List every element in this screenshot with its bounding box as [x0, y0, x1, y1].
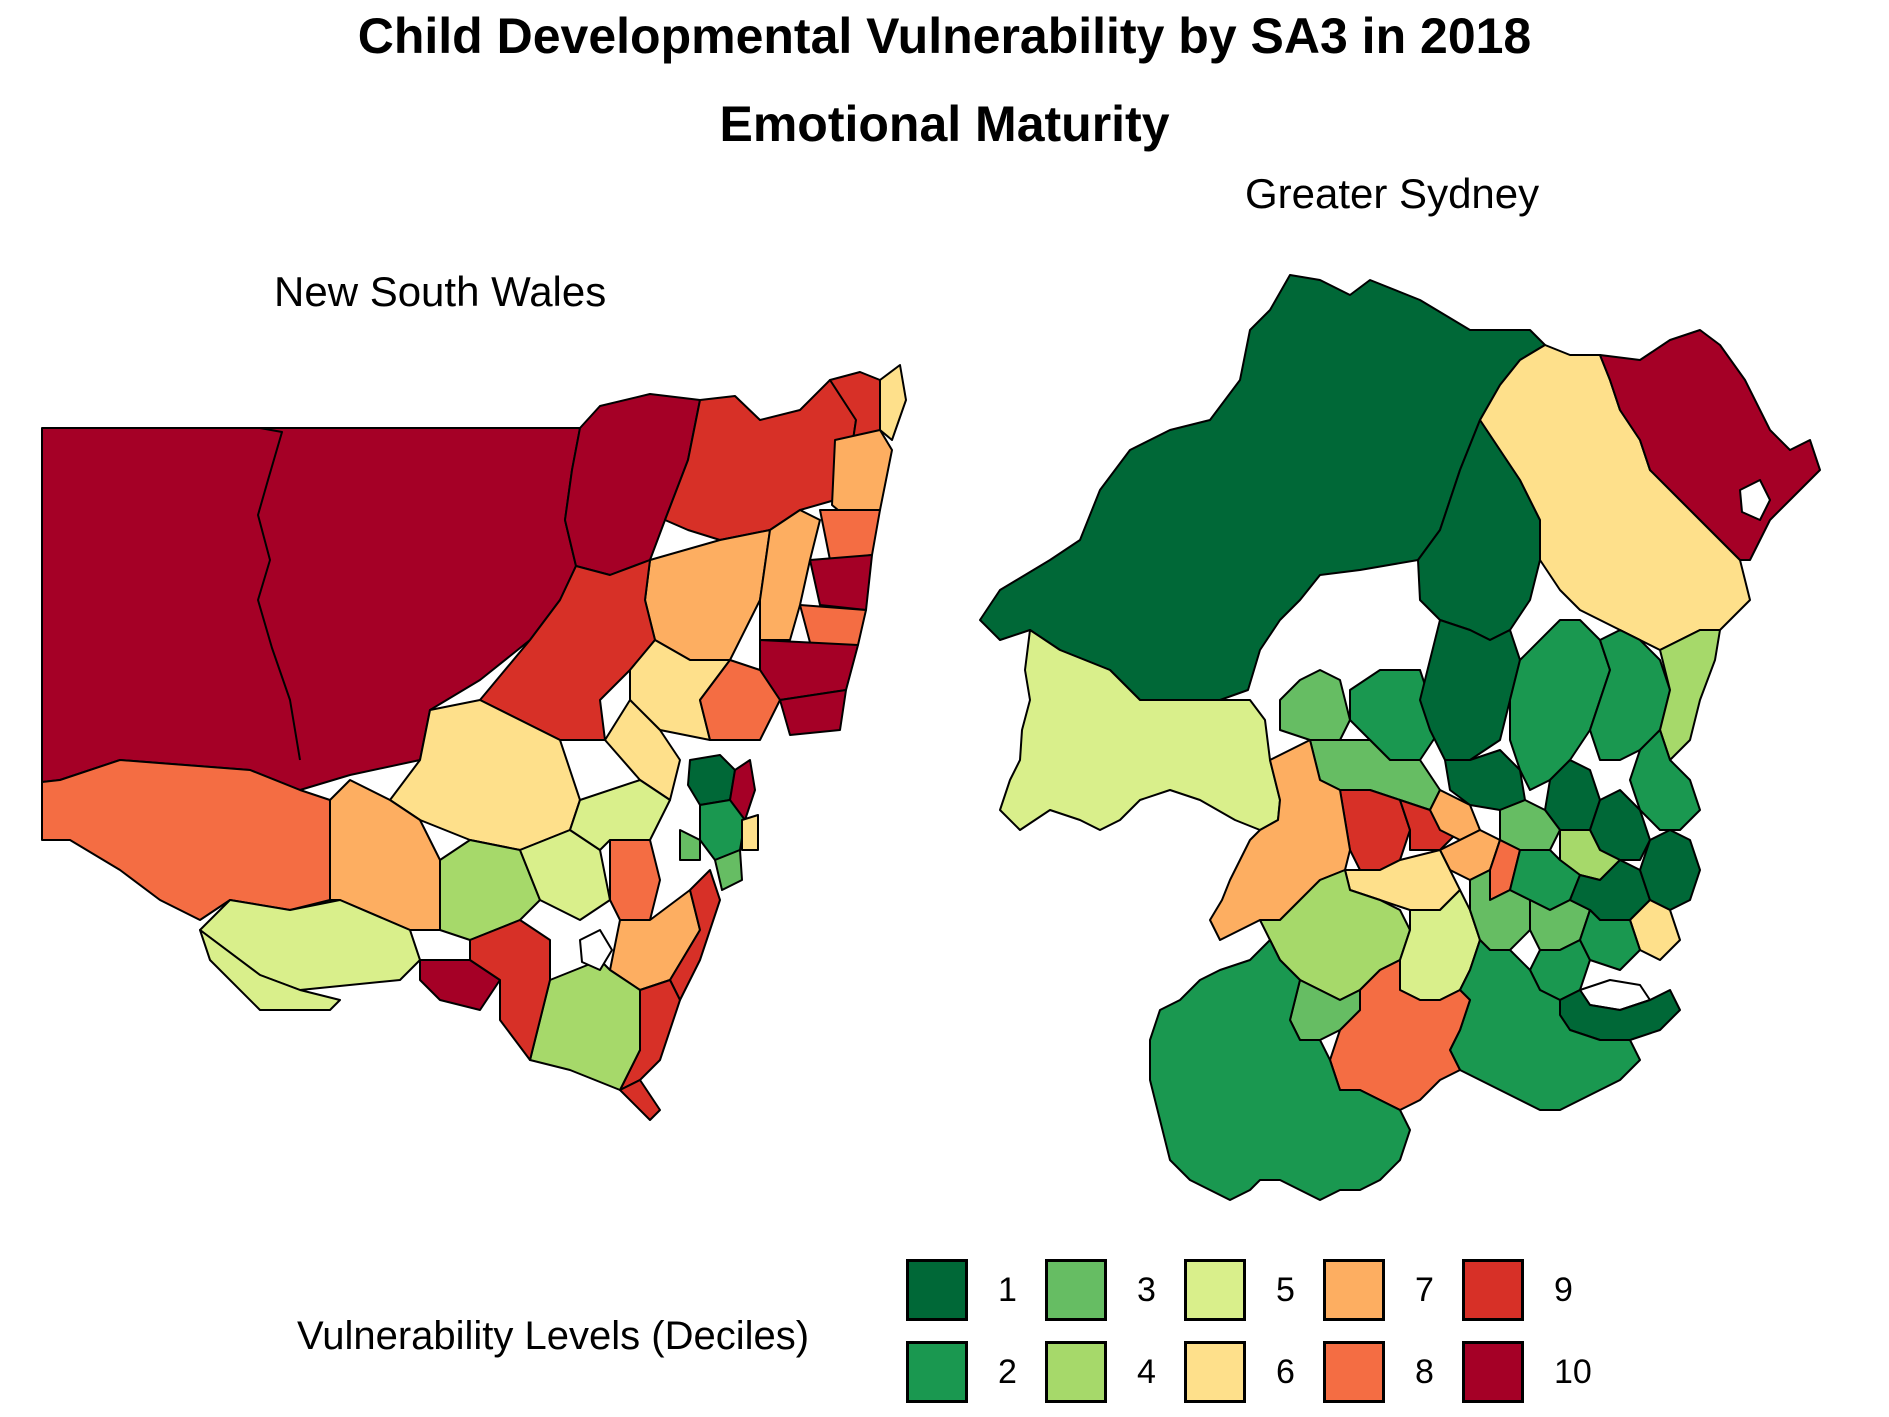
- sa3-region: [644, 529, 771, 661]
- sa3-region: [479, 559, 656, 741]
- sa3-region: [679, 829, 701, 861]
- sa3-region: [669, 869, 721, 1001]
- legend-label-10: 10: [1554, 1353, 1592, 1391]
- legend-swatch-3: [1045, 1259, 1107, 1321]
- legend-label-3: 3: [1137, 1271, 1156, 1309]
- legend-label-1: 1: [998, 1271, 1017, 1309]
- legend: 1 2 3 4 5 6 7 8 9 10: [906, 1259, 1626, 1409]
- sa3-region: [41, 759, 331, 921]
- legend-swatch-9: [1462, 1259, 1524, 1321]
- sa3-region: [979, 274, 1546, 701]
- legend-label-4: 4: [1137, 1353, 1156, 1391]
- sa3-region: [687, 754, 736, 806]
- sa3-region: [1509, 619, 1611, 791]
- sa3-region: [469, 919, 551, 1061]
- legend-label-7: 7: [1415, 1271, 1434, 1309]
- sa3-region: [1639, 829, 1701, 911]
- sa3-region: [759, 509, 821, 641]
- legend-swatch-10: [1462, 1341, 1524, 1403]
- legend-swatch-8: [1323, 1341, 1385, 1403]
- sa3-region: [699, 659, 781, 741]
- sa3-region: [999, 629, 1281, 831]
- legend-label-8: 8: [1415, 1353, 1434, 1391]
- sydney-panel-title: Greater Sydney: [1245, 170, 1540, 217]
- sa3-region: [1339, 789, 1411, 871]
- sa3-region: [779, 689, 847, 736]
- nsw-panel-title: New South Wales: [274, 268, 607, 315]
- sa3-region: [714, 849, 743, 891]
- sa3-region: [741, 814, 759, 851]
- sa3-region: [1329, 959, 1471, 1111]
- sa3-region: [257, 427, 301, 761]
- legend-label-2: 2: [998, 1353, 1017, 1391]
- sa3-region: [1579, 909, 1641, 971]
- legend-label-6: 6: [1276, 1353, 1295, 1391]
- tuggerah-lake: [1739, 479, 1771, 521]
- sa3-region: [1659, 629, 1721, 761]
- legend-label-5: 5: [1276, 1271, 1295, 1309]
- legend-swatch-2: [906, 1341, 968, 1403]
- sa3-region: [819, 509, 881, 561]
- legend-swatch-6: [1184, 1341, 1246, 1403]
- sa3-region: [199, 929, 341, 1011]
- chart-title: Child Developmental Vulnerability by SA3…: [357, 8, 1532, 64]
- sa3-region: [1349, 669, 1441, 761]
- chart-subtitle: Emotional Maturity: [719, 96, 1170, 152]
- sa3-region: [831, 429, 893, 521]
- sa3-region: [569, 779, 671, 851]
- sa3-region: [1149, 939, 1411, 1201]
- legend-swatch-1: [906, 1259, 968, 1321]
- canberra-gap: [579, 929, 613, 971]
- sa3-region: [609, 839, 661, 921]
- sa3-region: [1279, 669, 1351, 741]
- legend-label-9: 9: [1554, 1271, 1573, 1309]
- sa3-region: [619, 1079, 661, 1121]
- nsw-map: [41, 364, 907, 1121]
- sa3-region: [1419, 619, 1521, 761]
- sa3-region: [809, 554, 873, 611]
- legend-title: Vulnerability Levels (Deciles): [297, 1314, 810, 1358]
- sa3-region: [439, 839, 541, 941]
- legend-swatch-5: [1184, 1259, 1246, 1321]
- sa3-region: [879, 364, 907, 441]
- sa3-region: [564, 393, 701, 576]
- legend-swatch-4: [1045, 1341, 1107, 1403]
- sa3-region: [1629, 729, 1701, 831]
- sydney-map: [979, 274, 1821, 1201]
- legend-swatch-7: [1323, 1259, 1385, 1321]
